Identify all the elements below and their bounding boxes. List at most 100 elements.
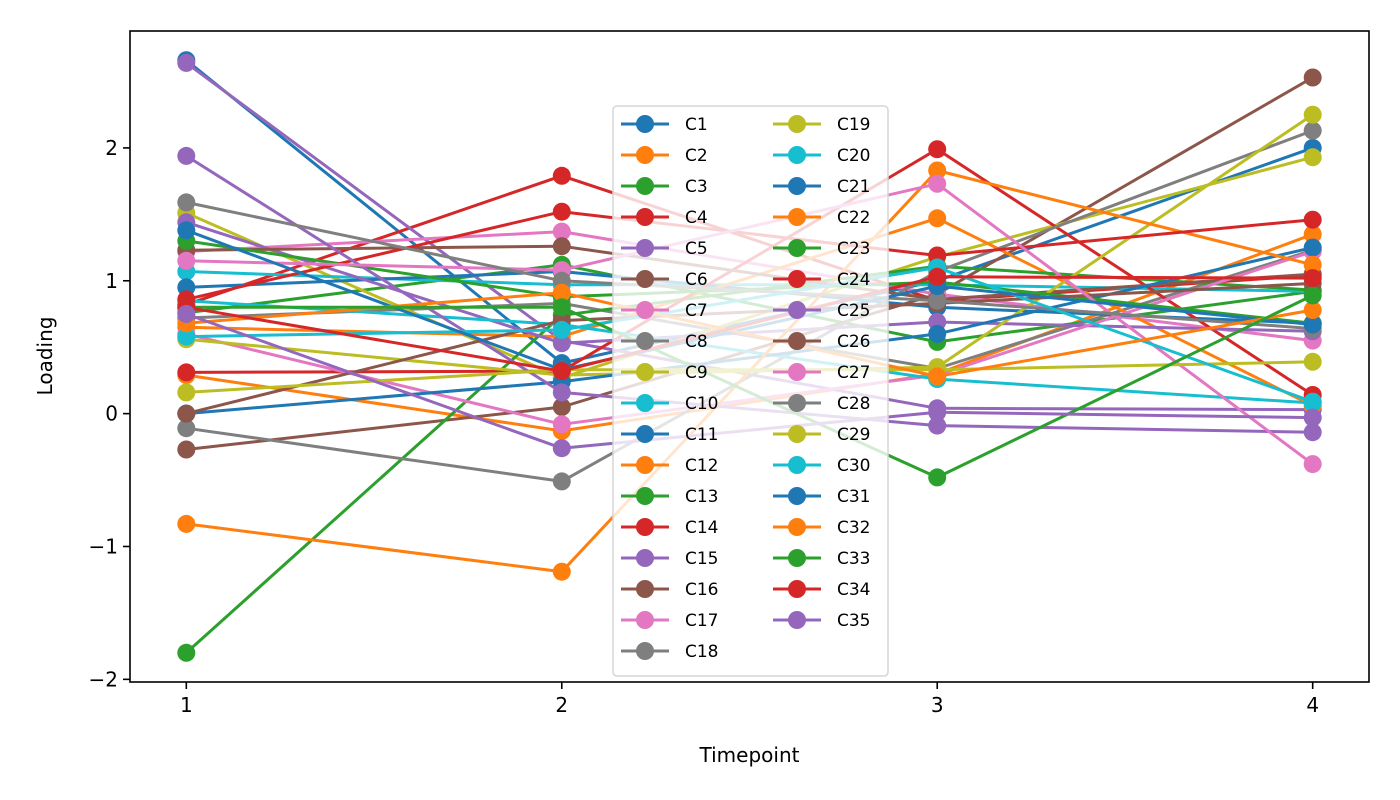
legend-marker-swatch — [788, 549, 806, 567]
y-axis: −2 −1 0 1 2 — [89, 136, 130, 691]
legend-label: C11 — [685, 425, 719, 445]
data-point-C25-t1 — [177, 146, 196, 165]
data-point-C30-t1 — [177, 327, 196, 346]
data-point-C29-t1 — [177, 383, 196, 402]
legend-label: C12 — [685, 456, 719, 476]
data-point-C34-t2 — [552, 362, 571, 381]
data-point-C33-t3 — [928, 468, 947, 487]
legend-label: C30 — [837, 456, 871, 476]
legend-marker-swatch — [636, 580, 654, 598]
legend-label: C5 — [685, 239, 708, 259]
legend-marker-swatch — [788, 146, 806, 164]
legend-entry-C1: C1 — [621, 115, 708, 135]
legend-entry-C19: C19 — [773, 115, 871, 135]
legend-marker-swatch — [788, 115, 806, 133]
legend-marker-swatch — [636, 549, 654, 567]
data-point-C4-t2 — [552, 166, 571, 185]
data-point-C5-t1 — [177, 53, 196, 72]
legend-label: C22 — [837, 208, 871, 228]
legend-marker-swatch — [788, 580, 806, 598]
data-point-C21-t4 — [1303, 238, 1322, 257]
data-point-C35-t3 — [928, 403, 947, 422]
y-tick-label: 2 — [105, 136, 118, 160]
y-tick-label: −2 — [89, 667, 118, 691]
legend-label: C32 — [837, 518, 871, 538]
data-point-C35-t1 — [177, 305, 196, 323]
data-point-C22-t4 — [1303, 255, 1322, 274]
legend-label: C26 — [837, 332, 871, 352]
data-point-C32-t2 — [552, 283, 571, 302]
legend-label: C6 — [685, 270, 708, 290]
data-point-C6-t1 — [177, 440, 196, 459]
data-point-C32-t4 — [1303, 301, 1322, 319]
data-point-C16-t2 — [552, 237, 571, 256]
x-axis: 1 2 3 4 — [180, 682, 1319, 717]
data-point-C27-t4 — [1303, 455, 1322, 474]
legend-marker-swatch — [788, 239, 806, 257]
legend-marker-swatch — [636, 208, 654, 226]
legend-label: C14 — [685, 518, 719, 538]
legend-entry-C2: C2 — [621, 146, 708, 166]
legend-marker-swatch — [636, 177, 654, 195]
legend-entry-C5: C5 — [621, 239, 708, 259]
data-point-C15-t2 — [552, 334, 571, 353]
legend-label: C24 — [837, 270, 871, 290]
legend-label: C2 — [685, 146, 708, 166]
legend-entry-C32: C32 — [773, 518, 871, 538]
legend-label: C4 — [685, 208, 708, 228]
legend-entry-C22: C22 — [773, 208, 871, 228]
data-point-C25-t3 — [928, 416, 947, 435]
legend-entry-C31: C31 — [773, 487, 871, 507]
data-point-C31-t1 — [177, 221, 196, 240]
legend-label: C3 — [685, 177, 708, 197]
legend-marker-swatch — [788, 611, 806, 629]
data-point-C35-t4 — [1303, 408, 1322, 427]
data-point-C24-t4 — [1303, 210, 1322, 229]
legend-marker-swatch — [788, 177, 806, 195]
legend-entry-C28: C28 — [773, 394, 871, 414]
data-point-C9-t4 — [1303, 148, 1322, 167]
legend-marker-swatch — [636, 487, 654, 505]
legend-marker-swatch — [636, 363, 654, 381]
legend-label: C7 — [685, 301, 708, 321]
data-point-C22-t2 — [552, 562, 571, 581]
legend-entry-C8: C8 — [621, 332, 708, 352]
data-point-C31-t4 — [1303, 315, 1322, 334]
data-point-C6-t4 — [1303, 68, 1322, 87]
data-point-C30-t4 — [1303, 392, 1322, 411]
legend-marker-swatch — [636, 146, 654, 164]
legend-entry-C11: C11 — [621, 425, 719, 445]
data-point-C21-t3 — [928, 324, 947, 343]
legend-entry-C21: C21 — [773, 177, 871, 197]
data-point-C22-t3 — [928, 161, 947, 180]
legend-marker-swatch — [788, 270, 806, 288]
legend-label: C20 — [837, 146, 871, 166]
data-point-C22-t1 — [177, 514, 196, 533]
legend-entry-C35: C35 — [773, 611, 871, 631]
legend-entry-C20: C20 — [773, 146, 871, 166]
legend-marker-swatch — [788, 456, 806, 474]
legend-label: C21 — [837, 177, 871, 197]
legend-label: C10 — [685, 394, 719, 414]
legend-marker-swatch — [788, 487, 806, 505]
legend-entry-C6: C6 — [621, 270, 708, 290]
legend-label: C29 — [837, 425, 871, 445]
data-point-C35-t2 — [552, 439, 571, 458]
legend-label: C33 — [837, 549, 871, 569]
legend-entry-C25: C25 — [773, 301, 871, 321]
legend-entry-C14: C14 — [621, 518, 719, 538]
legend-marker-swatch — [788, 301, 806, 319]
data-point-C34-t4 — [1303, 269, 1322, 288]
data-point-C18-t1 — [177, 419, 196, 438]
legend-label: C18 — [685, 642, 719, 662]
legend-entry-C13: C13 — [621, 487, 719, 507]
data-point-C14-t1 — [177, 363, 196, 382]
legend-label: C31 — [837, 487, 871, 507]
legend-label: C35 — [837, 611, 871, 631]
legend-label: C27 — [837, 363, 871, 383]
legend-entry-C30: C30 — [773, 456, 871, 476]
data-point-C27-t1 — [177, 251, 196, 270]
data-point-C32-t3 — [928, 367, 947, 386]
legend-label: C15 — [685, 549, 719, 569]
